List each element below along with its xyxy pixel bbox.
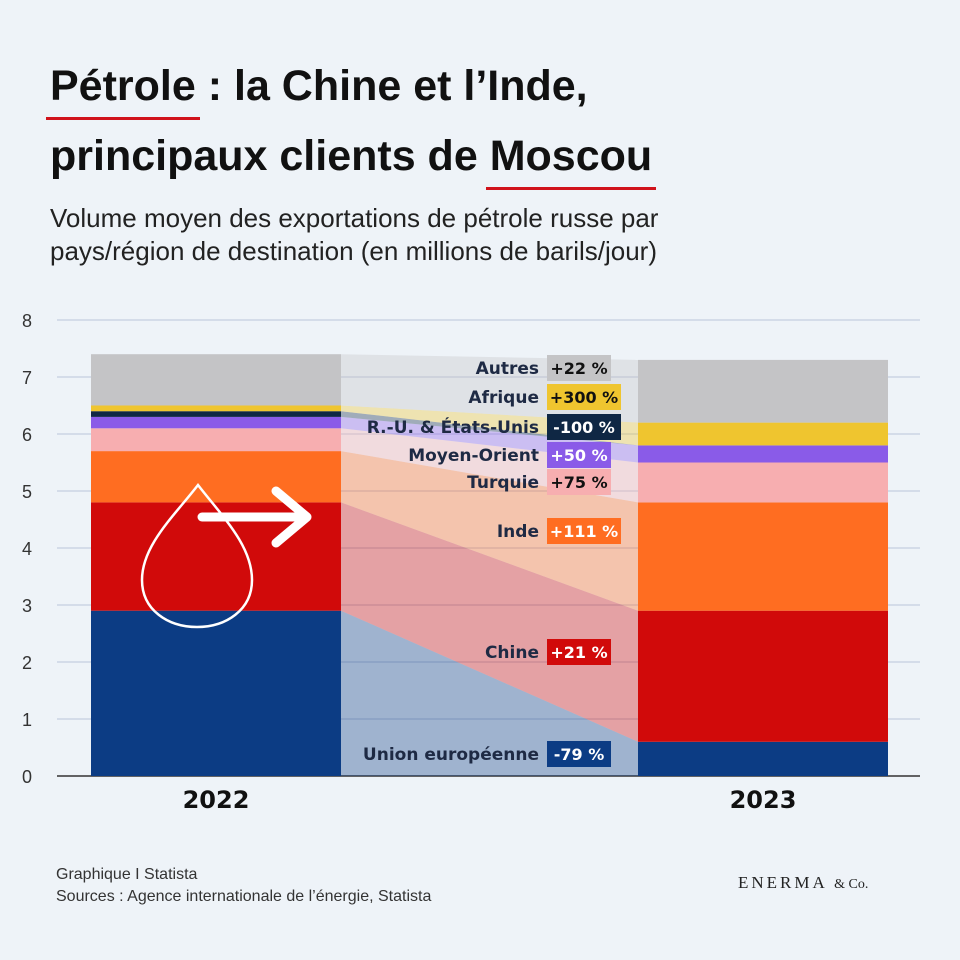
badge-chine [547, 639, 611, 665]
y-tick-2: 2 [22, 653, 32, 673]
bar-2022-union-europeenne [91, 610, 341, 776]
bar-2022-turquie [91, 428, 341, 452]
change-chine: +21 % [550, 643, 607, 662]
brand-logo: ENERMA & Co. [738, 873, 868, 893]
x-axis: 2022 2023 [183, 786, 797, 814]
y-tick-7: 7 [22, 368, 32, 388]
y-tick-4: 4 [22, 539, 32, 559]
bar-2023-afrique [638, 422, 888, 446]
title-line-2-rest: principaux clients de [50, 132, 490, 180]
badge-autres [547, 355, 611, 381]
bar-2023-autres [638, 359, 888, 423]
y-tick-3: 3 [22, 596, 32, 616]
series-labels: Union européenne -79 % Chine +21 % Inde +111 … [363, 355, 621, 767]
change-union-europeenne: -79 % [554, 745, 605, 764]
label-r-u-etats-unis: R.-U. & États-Unis [367, 416, 539, 438]
change-autres: +22 % [550, 359, 607, 378]
decoration-icons [140, 482, 312, 629]
y-tick-8: 8 [22, 311, 32, 331]
y-tick-1: 1 [22, 710, 32, 730]
footer: Graphique I Statista Sources : Agence in… [56, 864, 431, 908]
arrow-right-icon [197, 486, 312, 548]
bar-2022-r-u-etats-unis [91, 411, 341, 417]
change-turquie: +75 % [550, 473, 607, 492]
y-tick-6: 6 [22, 425, 32, 445]
change-inde: +111 % [550, 522, 618, 541]
label-turquie: Turquie [467, 473, 539, 493]
badge-r-u-etats-unis [547, 414, 621, 440]
subtitle-line-2: pays/région de destination (en millions … [50, 236, 657, 266]
footer-sources: Sources : Agence internationale de l’éne… [56, 888, 432, 905]
label-union-europeenne: Union européenne [363, 745, 539, 765]
label-afrique: Afrique [468, 388, 539, 408]
subtitle-line-1: Volume moyen des exportations de pétrole… [50, 203, 659, 233]
x-label-2023: 2023 [730, 786, 797, 814]
bar-2022-moyen-orient [91, 416, 341, 429]
title-line-1-rest: : la Chine et l’Inde, [195, 62, 588, 110]
y-axis: 0 1 2 3 4 5 6 7 8 [22, 311, 32, 787]
brand-suffix: & Co. [834, 877, 869, 892]
bar-2023-turquie [638, 462, 888, 503]
label-inde: Inde [497, 522, 539, 542]
change-moyen-orient: +50 % [550, 446, 607, 465]
badge-union-europeenne [547, 741, 611, 767]
title-line-2: principaux clients de Moscou [50, 130, 657, 190]
change-r-u-etats-unis: -100 % [553, 418, 615, 437]
bar-2022-afrique [91, 405, 341, 412]
footer-credit: Graphique I Statista [56, 866, 198, 883]
bar-2022-inde [91, 451, 341, 503]
brand-name: ENERMA [738, 873, 827, 892]
badge-moyen-orient [547, 442, 611, 468]
bar-2023-moyen-orient [638, 445, 888, 463]
y-tick-0: 0 [22, 767, 32, 787]
band-union-europeenne [341, 610, 638, 776]
label-autres: Autres [476, 359, 539, 379]
band-chine [341, 502, 638, 742]
label-moyen-orient: Moyen-Orient [408, 446, 539, 466]
title-word-moscou: Moscou [485, 132, 657, 190]
chart-subtitle: Volume moyen des exportations de pétrole… [50, 202, 910, 268]
bar-2023-union-europeenne [638, 741, 888, 776]
label-chine: Chine [485, 643, 539, 663]
x-label-2022: 2022 [183, 786, 250, 814]
bar-2022-autres [91, 354, 341, 406]
bar-2023-chine [638, 610, 888, 742]
stacked-bar-chart: 0 1 2 3 4 5 6 7 8 2022 2023 Union européenne -79 %… [22, 311, 920, 814]
badge-afrique [547, 384, 621, 410]
bars [91, 354, 888, 776]
badge-turquie [547, 469, 611, 495]
oil-drop-icon [140, 482, 254, 629]
y-tick-5: 5 [22, 482, 32, 502]
title-word-petrole: Pétrole [46, 62, 200, 120]
bar-2023-inde [638, 502, 888, 611]
title-line-1: Pétrole : la Chine et l’Inde, [46, 60, 588, 120]
badge-inde [547, 518, 621, 544]
change-afrique: +300 % [550, 388, 618, 407]
